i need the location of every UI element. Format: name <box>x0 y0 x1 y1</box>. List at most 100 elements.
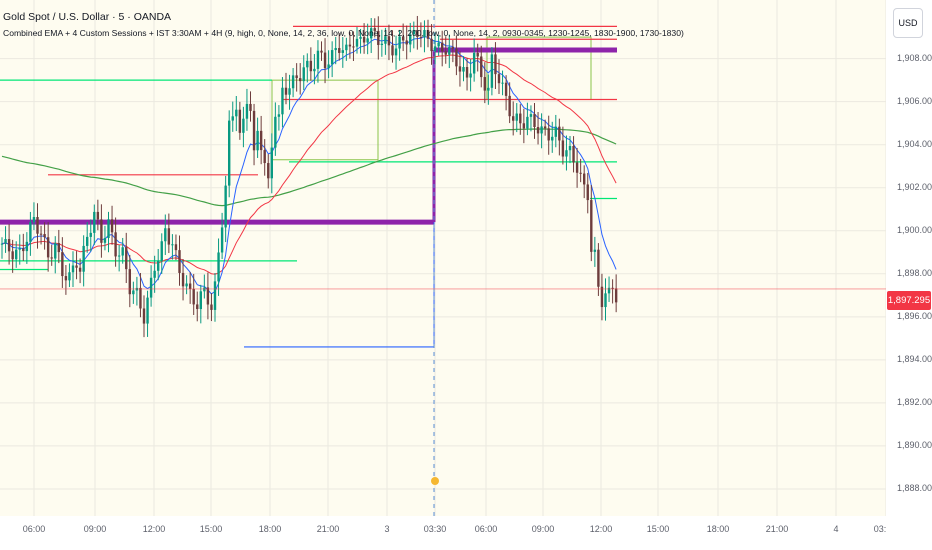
candle-body <box>465 67 469 78</box>
candle-body <box>607 287 611 294</box>
candle-body <box>7 239 11 252</box>
candle-body <box>299 78 302 82</box>
candle-body <box>267 163 270 179</box>
candle-body <box>149 277 153 298</box>
price-tick-label: 1,892.000 <box>897 396 932 407</box>
candle-body <box>22 248 25 252</box>
candle-body <box>419 36 423 38</box>
candle-body <box>483 77 486 91</box>
time-tick-label: 12:00 <box>142 524 166 534</box>
price-tick-label: 1,888.000 <box>897 482 932 493</box>
price-tick-label: 1,902.000 <box>897 181 932 192</box>
candle-body <box>558 126 561 141</box>
candle-body <box>15 249 18 260</box>
time-tick-label: 21:00 <box>765 524 789 534</box>
candle-body <box>43 234 46 238</box>
candle-body <box>50 257 53 259</box>
candle-body <box>352 46 355 48</box>
price-tick-label: 1,900.000 <box>897 224 932 235</box>
candle-body <box>579 172 582 174</box>
candle-body <box>409 34 412 45</box>
candle-body <box>437 42 440 47</box>
candle-body <box>455 48 458 67</box>
candle-body <box>568 146 572 151</box>
price-chart[interactable] <box>0 0 886 516</box>
candle-body <box>132 290 135 295</box>
candle-body <box>494 54 497 75</box>
candle-body <box>380 43 384 46</box>
candle-body <box>458 66 462 72</box>
candle-body <box>142 308 146 324</box>
candle-body <box>575 162 579 173</box>
candle-body <box>462 67 465 72</box>
time-tick-label: 06:00 <box>474 524 498 534</box>
candle-body <box>398 36 401 49</box>
candle-body <box>341 50 344 53</box>
candle-body <box>4 239 7 244</box>
candle-body <box>32 217 36 223</box>
candle-body <box>54 243 57 259</box>
time-tick-label: 06:00 <box>22 524 46 534</box>
candle-body <box>181 272 185 287</box>
candle-body <box>547 128 550 141</box>
candle-body <box>554 126 557 137</box>
candle-body <box>448 47 451 55</box>
candle-body <box>82 245 85 272</box>
event-marker <box>431 477 439 485</box>
last-price-badge: 1,897.295 <box>887 291 931 310</box>
candle-body <box>497 74 501 84</box>
candle-body <box>405 40 408 45</box>
candle-body <box>384 36 387 44</box>
candle-body <box>36 217 39 234</box>
candle-body <box>153 270 156 278</box>
price-tick-label: 1,890.000 <box>897 439 932 450</box>
candle-body <box>281 87 284 115</box>
candle-body <box>472 52 476 74</box>
currency-button[interactable]: USD <box>893 8 923 38</box>
candle-body <box>178 250 181 273</box>
indicator-label[interactable]: Combined EMA + 4 Custom Sessions + IST 3… <box>3 28 684 38</box>
candle-body <box>245 103 249 119</box>
candle-body <box>490 54 494 88</box>
candle-body <box>565 150 568 157</box>
candle-body <box>370 28 373 39</box>
candle-body <box>71 265 75 273</box>
candle-body <box>203 287 206 292</box>
candle-body <box>522 123 526 129</box>
candle-body <box>18 248 21 250</box>
candle-body <box>114 232 117 257</box>
candle-body <box>117 255 121 257</box>
candle-body <box>284 87 288 95</box>
candle-body <box>614 288 618 303</box>
candle-body <box>320 50 323 53</box>
candle-body <box>561 140 565 157</box>
candle-body <box>103 238 107 243</box>
candle-body <box>0 243 4 245</box>
time-tick-label: 18:00 <box>258 524 282 534</box>
candle-body <box>25 241 29 252</box>
candle-body <box>600 286 604 308</box>
time-tick-label: 18:00 <box>706 524 730 534</box>
candle-body <box>508 95 511 117</box>
candle-body <box>501 82 504 84</box>
candle-body <box>306 60 309 68</box>
price-tick-label: 1,896.000 <box>897 310 932 321</box>
candle-body <box>210 304 213 310</box>
candle-body <box>480 56 483 78</box>
time-tick-label: 09:00 <box>531 524 555 534</box>
candle-body <box>543 126 547 129</box>
candle-body <box>242 118 245 133</box>
candle-body <box>274 116 277 148</box>
candle-body <box>217 252 220 282</box>
candle-body <box>228 120 231 186</box>
chart-plot-area[interactable] <box>0 0 886 516</box>
candle-body <box>373 28 376 31</box>
candle-body <box>536 126 540 134</box>
candle-body <box>107 219 110 239</box>
candle-body <box>348 44 352 47</box>
candle-body <box>231 116 234 121</box>
candle-body <box>68 272 71 281</box>
candle-body <box>125 247 128 270</box>
candle-body <box>586 184 589 201</box>
candle-body <box>277 114 281 117</box>
